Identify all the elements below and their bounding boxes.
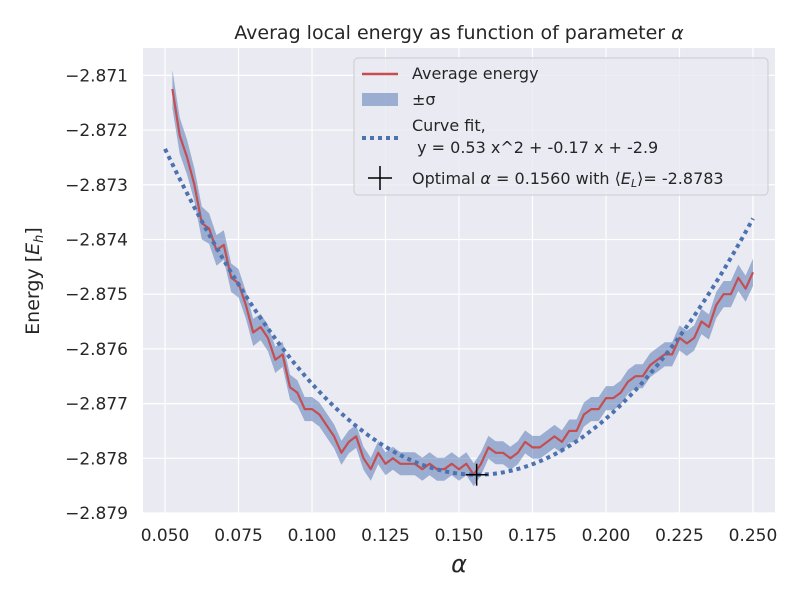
x-tick-label: 0.225 bbox=[655, 526, 704, 546]
legend-swatch-optimal bbox=[368, 166, 392, 190]
chart-title-alpha: α bbox=[671, 22, 684, 44]
legend: Average energy ±σ Curve fit, y = 0.53 x^… bbox=[353, 57, 769, 196]
y-tick-label: −2.874 bbox=[65, 230, 128, 250]
legend-optimal-sub: L bbox=[631, 177, 637, 190]
x-tick-labels: 0.050 0.075 0.100 0.125 0.150 0.175 0.200 0.225… bbox=[141, 526, 778, 546]
optimal-marker bbox=[465, 463, 488, 486]
legend-optimal-suffix: ⟩= -2.8783 bbox=[637, 169, 724, 188]
y-tick-label: −2.872 bbox=[65, 121, 128, 141]
y-tick-label: −2.878 bbox=[65, 449, 128, 469]
legend-label-optimal: Optimal α = 0.1560 with ⟨EL⟩= -2.8783 bbox=[412, 169, 724, 190]
x-tick-label: 0.200 bbox=[582, 526, 631, 546]
legend-optimal-alpha: α bbox=[480, 169, 491, 188]
x-tick-label: 0.050 bbox=[141, 526, 190, 546]
legend-label-fit-line2: y = 0.53 x^2 + -0.17 x + -2.9 bbox=[412, 138, 658, 157]
legend-label-fit-line1: Curve fit, bbox=[412, 116, 486, 135]
legend-label-average: Average energy bbox=[412, 64, 539, 83]
x-tick-label: 0.150 bbox=[435, 526, 484, 546]
x-tick-label: 0.075 bbox=[214, 526, 263, 546]
legend-optimal-prefix: Optimal bbox=[412, 169, 480, 188]
average-energy-line bbox=[171, 88, 755, 476]
y-axis-label-prefix: Energy [ bbox=[22, 255, 44, 335]
y-axis-label-suffix: ] bbox=[22, 227, 44, 234]
y-tick-label: −2.877 bbox=[65, 395, 128, 415]
chart-title-text: Averag local energy as function of param… bbox=[234, 22, 671, 44]
x-axis-label: α bbox=[451, 550, 467, 578]
x-tick-label: 0.100 bbox=[288, 526, 337, 546]
y-tick-label: −2.871 bbox=[65, 66, 128, 86]
x-tick-label: 0.250 bbox=[729, 526, 778, 546]
y-axis-label: Energy [Eh] bbox=[22, 227, 47, 335]
legend-swatch-band bbox=[362, 93, 398, 106]
y-axis-label-e: E bbox=[22, 243, 44, 255]
chart-title: Averag local energy as function of param… bbox=[234, 22, 684, 44]
x-tick-label: 0.175 bbox=[508, 526, 557, 546]
legend-optimal-middle: = 0.1560 with ⟨ bbox=[491, 169, 621, 188]
y-tick-label: −2.875 bbox=[65, 285, 128, 305]
average-energy-path bbox=[171, 88, 755, 476]
y-axis-label-sub: h bbox=[32, 235, 47, 243]
y-tick-labels: −2.879 −2.878 −2.877 −2.876 −2.875 −2.874 −2.8… bbox=[65, 66, 128, 524]
x-tick-label: 0.125 bbox=[361, 526, 410, 546]
y-tick-label: −2.879 bbox=[65, 504, 128, 524]
y-tick-label: −2.876 bbox=[65, 340, 128, 360]
legend-box bbox=[353, 57, 769, 196]
legend-label-band: ±σ bbox=[412, 90, 436, 109]
legend-optimal-e: E bbox=[621, 169, 632, 188]
y-tick-label: −2.873 bbox=[65, 176, 128, 196]
